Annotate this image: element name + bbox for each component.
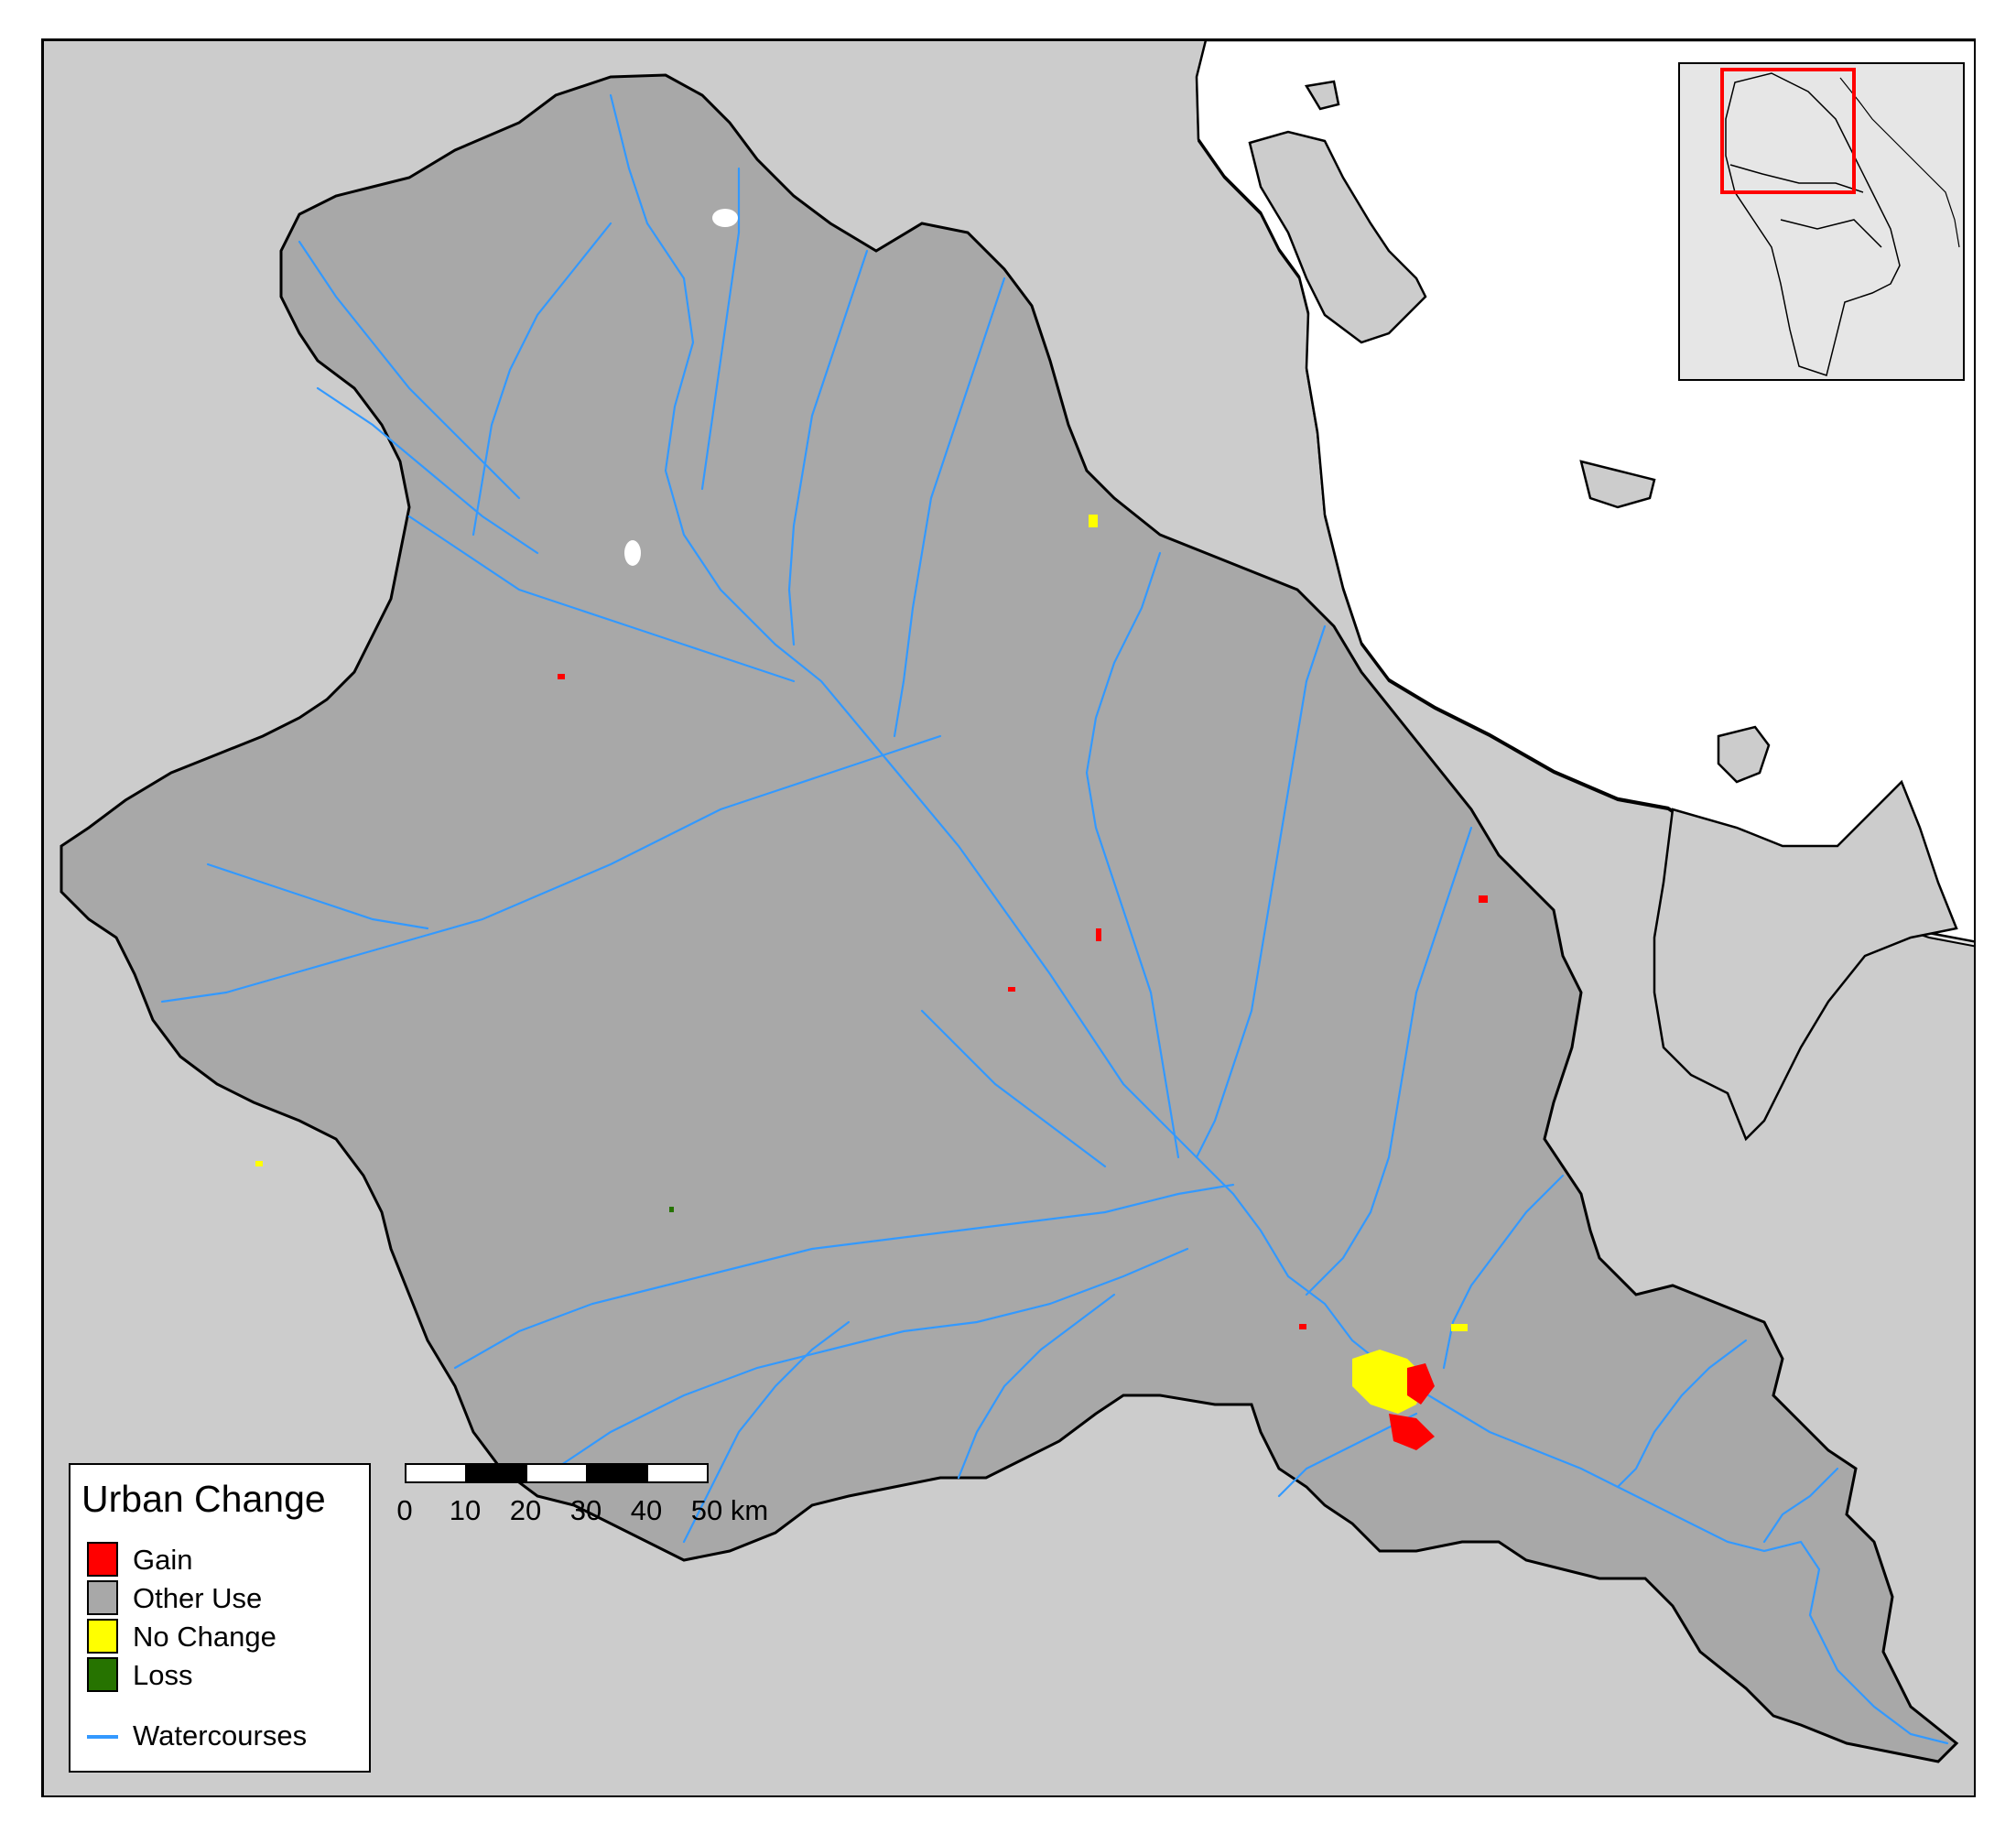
inset-coast: [1839, 77, 1960, 248]
no-change-patch: [255, 1161, 263, 1166]
gain-patch: [1299, 1324, 1306, 1329]
scale-tick-label: 10: [449, 1494, 482, 1526]
scale-segment: [526, 1463, 588, 1483]
legend-label: Gain: [133, 1544, 193, 1576]
legend-item-watercourses: Watercourses: [87, 1718, 362, 1754]
no-change-area: [1352, 1350, 1425, 1414]
inset-canvas: [1680, 64, 1963, 379]
no-change-swatch: [87, 1619, 118, 1654]
loss-patch: [669, 1207, 674, 1212]
legend-item-no-change: No Change: [87, 1619, 362, 1655]
loss-swatch: [87, 1657, 118, 1692]
inset-extent-box: [1720, 68, 1856, 194]
map-frame: [41, 38, 1976, 1797]
inset-boundary: [1729, 164, 1882, 248]
island-1: [1579, 460, 1656, 509]
island-3: [1304, 80, 1340, 111]
lake: [624, 540, 641, 566]
scale-segment: [646, 1463, 709, 1483]
inset-locator-map: [1678, 62, 1965, 381]
gain-patch: [1008, 987, 1015, 992]
legend-title: Urban Change: [81, 1478, 326, 1520]
scale-tick-label: 50 km: [690, 1494, 769, 1526]
legend-label: No Change: [133, 1621, 276, 1653]
map-canvas[interactable]: [43, 40, 1976, 1797]
lake: [712, 209, 738, 227]
scale-segment: [465, 1463, 527, 1483]
legend-item-other-use: Other Use: [87, 1580, 362, 1617]
legend-label: Other Use: [133, 1582, 263, 1614]
legend-item-gain: Gain: [87, 1542, 362, 1578]
gain-swatch: [87, 1542, 118, 1577]
gain-area: [1389, 1414, 1435, 1450]
scale-segment: [586, 1463, 648, 1483]
legend-item-loss: Loss: [87, 1657, 362, 1694]
gain-patch: [1096, 928, 1101, 941]
other-use-swatch: [87, 1580, 118, 1615]
scale-segment: [405, 1463, 467, 1483]
scale-tick-label: 30: [569, 1494, 602, 1526]
river-basin[interactable]: [60, 73, 1959, 1763]
no-change-patch: [1089, 515, 1098, 527]
scale-bar: 0 10 20 30 40 50 km: [396, 1463, 768, 1546]
gain-patch: [1479, 895, 1488, 903]
southeast-peninsula: [1653, 779, 1958, 1142]
inset-region: [1725, 72, 1901, 376]
gain-patch: [558, 674, 565, 679]
legend-label: Watercourses: [133, 1719, 308, 1752]
scale-tick-label: 0: [396, 1494, 413, 1526]
island-2: [1717, 725, 1771, 784]
scale-tick-label: 40: [630, 1494, 663, 1526]
peninsula: [1248, 130, 1427, 344]
legend-label: Loss: [133, 1659, 193, 1691]
watercourse-line-symbol: [87, 1735, 118, 1739]
legend: Urban Change Gain Other Use No Change Lo…: [69, 1463, 371, 1773]
no-change-patch: [1451, 1324, 1468, 1331]
urban-change-patches: [255, 515, 1488, 1450]
gain-area: [1407, 1363, 1435, 1405]
scale-tick-label: 20: [509, 1494, 542, 1526]
